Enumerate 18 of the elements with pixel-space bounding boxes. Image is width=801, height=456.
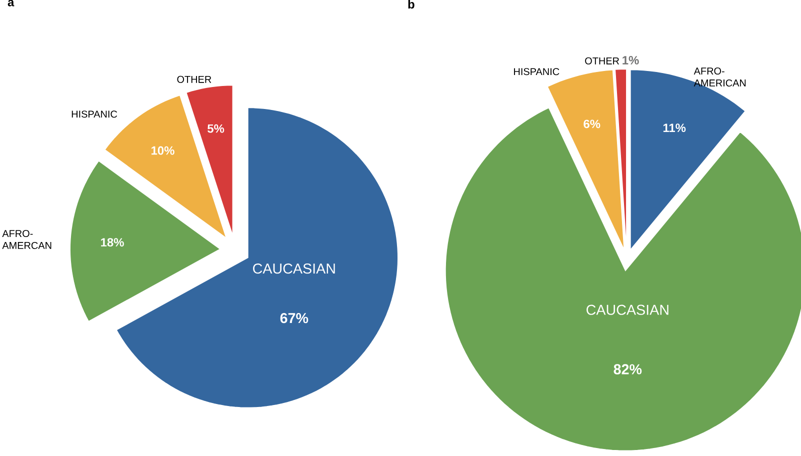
slice-label: HISPANIC — [72, 110, 118, 118]
data-label: 82% — [614, 364, 642, 374]
chart-title: a — [8, 0, 14, 6]
data-label: 18% — [101, 238, 124, 247]
slice-label: CAUCASIAN — [253, 264, 335, 274]
slice-label: CAUCASIAN — [586, 304, 668, 315]
data-label: 6% — [584, 120, 600, 128]
slice-label: HISPANIC — [514, 68, 560, 76]
slice-label: OTHER — [177, 76, 212, 83]
data-label: 11% — [663, 124, 686, 132]
slice-label: AFRO-AMERICAN — [694, 68, 746, 87]
data-label: 10% — [152, 146, 174, 155]
chart-title: b — [408, 0, 414, 9]
data-label: 67% — [280, 313, 308, 324]
data-label: 5% — [208, 124, 224, 133]
slice-label: AFRO-AMERCAN — [2, 230, 52, 249]
data-label: 1% — [622, 56, 639, 64]
slice-label: OTHER — [585, 57, 620, 64]
